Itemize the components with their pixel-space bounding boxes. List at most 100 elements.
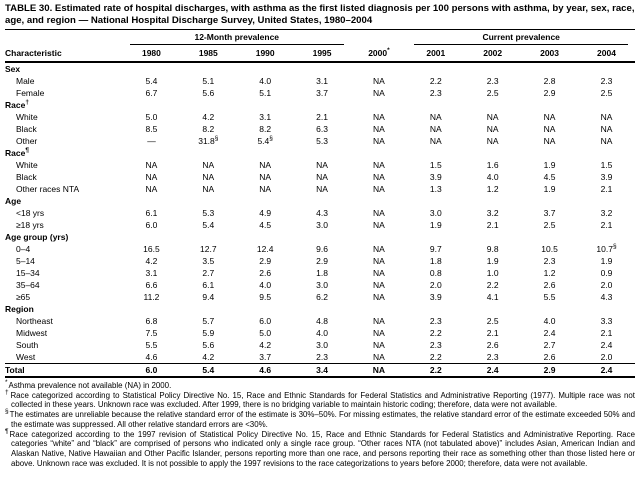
cell-value: 2.1 (600, 328, 613, 338)
table-row: Northeast 6.8 5.7 6.0 4.8 NA 2.3 2.5 4.0 3.3 (5, 315, 635, 327)
cell-value: 2.1 (486, 328, 499, 338)
cell-value: 4.1 (486, 292, 499, 302)
footnotes: *Asthma prevalence not available (NA) in… (5, 379, 636, 468)
cell-value (180, 303, 237, 315)
cell-value: 2.5 (486, 316, 499, 326)
cell-value: 1.9 (543, 184, 556, 194)
cell-value: 3.2 (486, 208, 499, 218)
footnote-text: Race categorized according to Statistica… (10, 390, 635, 410)
cell-value: 2.6 (543, 280, 556, 290)
cell-value: 2.1 (600, 220, 613, 230)
cell-value: 2.6 (259, 268, 272, 278)
cell-value: 4.2 (259, 340, 272, 350)
spanner-12-month-label: 12-Month prevalence (130, 32, 344, 45)
cell-value: 8.2 (202, 124, 215, 134)
cell-value: 3.5 (202, 256, 215, 266)
cell-value: 1.9 (543, 160, 556, 170)
cell-value: NA (373, 208, 385, 218)
cell-value: 2.4 (543, 328, 556, 338)
table-row: Other races NTA NA NA NA NA NA 1.3 1.2 1.9 2.1 (5, 183, 635, 195)
cell-value (521, 303, 578, 315)
cell-value (521, 62, 578, 75)
cell-value (180, 62, 237, 75)
row-label: White (16, 112, 38, 122)
cell-value: NA (316, 160, 328, 170)
cell-value: 1.8 (429, 256, 442, 266)
row-label: 0–4 (16, 244, 31, 254)
cell-value: 2.3 (429, 316, 442, 326)
cell-value (464, 99, 521, 111)
cell-value: NA (543, 112, 556, 122)
cell-value: NA (316, 172, 328, 182)
cell-value (578, 62, 635, 75)
cell-value: 4.0 (316, 328, 328, 338)
cell-value: 2.4 (600, 340, 613, 350)
footnote-marker: * (5, 379, 8, 387)
cell-value: 2.2 (407, 363, 465, 378)
cell-value: 11.2 (143, 292, 160, 302)
cell-value: 4.5 (543, 172, 556, 182)
row-label: 35–64 (16, 280, 40, 290)
cell-value (237, 231, 294, 243)
cell-value: 9.5 (259, 292, 272, 302)
cell-value: NA (373, 112, 385, 122)
cell-value: 5.1 (202, 76, 215, 86)
cell-value: 2.3 (486, 352, 499, 362)
cell-value: 2.1 (486, 220, 499, 230)
cell-value (351, 195, 408, 207)
cell-value: 2.8 (543, 76, 556, 86)
row-label: 15–34 (16, 268, 40, 278)
cell-value: NA (202, 160, 215, 170)
cell-value: 0.8 (429, 268, 442, 278)
footnote-text: Race categorized according to the 1997 r… (9, 429, 636, 468)
cell-value: 2.5 (543, 220, 556, 230)
cell-value: NA (373, 340, 385, 350)
cell-value: 5.0 (145, 112, 158, 122)
cell-value: NA (202, 172, 215, 182)
cell-value: 1.3 (429, 184, 442, 194)
cell-value (407, 231, 464, 243)
row-label: ≥18 yrs (16, 220, 44, 230)
cell-value (464, 195, 521, 207)
cell-value: 2.6 (543, 352, 556, 362)
cell-value: — (147, 136, 156, 146)
cell-value: 2.7 (202, 268, 215, 278)
cell-value: 10.5 (541, 244, 558, 254)
cell-value: 4.2 (145, 256, 158, 266)
cell-value: 2.3 (429, 340, 442, 350)
table-row: ≥65 11.2 9.4 9.5 6.2 NA 3.9 4.1 5.5 4.3 (5, 291, 635, 303)
year-header: 1985 (179, 45, 237, 63)
footnote-asterisk: *Asthma prevalence not available (NA) in… (5, 379, 635, 391)
cell-value: NA (373, 292, 385, 302)
cell-value: 1.0 (486, 268, 499, 278)
cell-value: 9.4 (202, 292, 215, 302)
cell-value (521, 195, 578, 207)
cell-value: NA (145, 160, 158, 170)
row-label: Age group (yrs) (5, 232, 69, 242)
cell-value (407, 62, 464, 75)
cell-value: 5.4 (145, 76, 158, 86)
row-label: Region (5, 304, 34, 314)
cell-value: NA (373, 220, 385, 230)
cell-value: 2.3 (486, 76, 499, 86)
cell-value: 2.2 (429, 352, 442, 362)
cell-value: 4.0 (543, 316, 556, 326)
cell-value: 3.9 (429, 172, 442, 182)
cell-value: NA (543, 136, 556, 146)
cell-value: NA (486, 124, 499, 134)
table-row: White 5.0 4.2 3.1 2.1 NA NA NA NA NA (5, 111, 635, 123)
row-label: Female (16, 88, 45, 98)
cell-value (464, 62, 521, 75)
cell-value: 1.5 (429, 160, 442, 170)
cell-value: 3.3 (600, 316, 613, 326)
table-title: TABLE 30. Estimated rate of hospital dis… (5, 3, 635, 26)
cell-value (464, 147, 521, 159)
row-label: West (16, 352, 36, 362)
year-header: 1980 (123, 45, 180, 63)
cell-value: 0.9 (600, 268, 613, 278)
cell-value: 9.8 (486, 244, 499, 254)
table-row: 35–64 6.6 6.1 4.0 3.0 NA 2.0 2.2 2.6 2.0 (5, 279, 635, 291)
cell-value (407, 99, 464, 111)
table-row: Race† (5, 99, 635, 111)
row-label: Northeast (16, 316, 53, 326)
